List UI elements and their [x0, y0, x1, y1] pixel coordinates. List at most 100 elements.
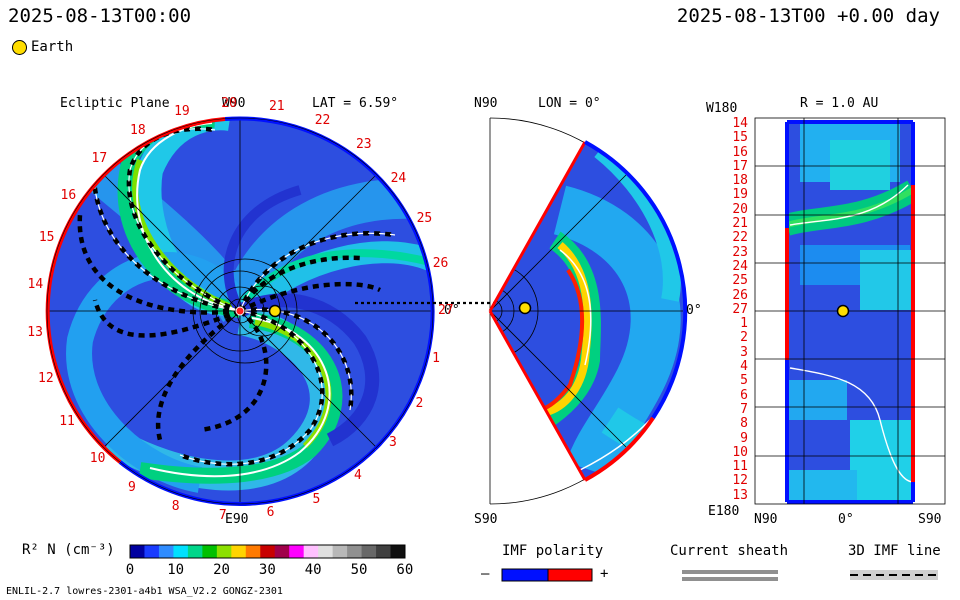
- radial-x-mid: 0°: [838, 512, 854, 527]
- colorbar-swatch: [202, 545, 218, 558]
- colorbar-swatch: [347, 545, 363, 558]
- rim-number: 3: [389, 435, 397, 451]
- header-time-right: 2025-08-13T00 +0.00 day: [676, 5, 940, 27]
- radial-title: R = 1.0 AU: [800, 96, 879, 111]
- rim-number: 26: [432, 255, 449, 271]
- header-time-left: 2025-08-13T00:00: [8, 5, 192, 27]
- radial-row-label: 11: [732, 459, 748, 475]
- colorbar-tick: 60: [396, 562, 414, 578]
- rim-number: 9: [127, 479, 136, 495]
- radial-row-label: 1: [740, 316, 748, 332]
- colorbar-swatch: [130, 545, 145, 558]
- radial-bottom-label: E180: [708, 504, 740, 519]
- rim-number: 18: [130, 123, 146, 138]
- rim-number: 10: [89, 451, 106, 466]
- current-sheath-legend: [682, 570, 778, 581]
- ecliptic-bottom-label: E90: [225, 512, 249, 527]
- meridional-plane: [488, 117, 688, 505]
- colorbar-swatch: [158, 545, 174, 558]
- colorbar-swatch: [245, 545, 261, 558]
- earth-legend-marker: [12, 40, 27, 55]
- meridional-top-label: N90: [474, 96, 498, 111]
- colorbar-tick: 0: [125, 562, 135, 578]
- radial-row-label: 17: [732, 158, 748, 174]
- rim-number: 8: [171, 498, 180, 514]
- imf-polarity-title: IMF polarity: [502, 543, 604, 559]
- rim-number: 23: [355, 137, 372, 153]
- colorbar-swatch: [231, 545, 247, 558]
- earth-marker-radial: [836, 304, 850, 318]
- colorbar-swatch: [361, 545, 377, 558]
- radial-row-label: 13: [732, 487, 748, 503]
- rim-number: 2: [415, 395, 424, 411]
- ecliptic-title: Ecliptic Plane: [60, 96, 170, 111]
- imf-polarity-legend: [501, 568, 593, 582]
- radial-row-label: 5: [740, 373, 748, 389]
- rim-number: 19: [174, 104, 190, 120]
- ecliptic-lat-label: LAT = 6.59°: [312, 96, 399, 111]
- imf-line-legend: [850, 570, 938, 580]
- colorbar-swatch: [260, 545, 276, 558]
- colorbar-tick: 50: [350, 562, 368, 578]
- colorbar-tick: 20: [213, 562, 230, 578]
- rim-number: 13: [27, 324, 43, 340]
- earth-legend-label: Earth: [31, 39, 74, 55]
- footer-model: ENLIL-2.7 lowres-2301-a4b1 WSA_V2.2 GONG…: [6, 586, 283, 597]
- radial-row-label: 23: [732, 244, 748, 260]
- meridional-lon-label: LON = 0°: [538, 96, 601, 111]
- radial-row-label: 16: [732, 144, 748, 160]
- colorbar-swatch: [390, 545, 406, 558]
- colorbar-tick: 40: [304, 562, 322, 578]
- imf-polarity-minus: –: [481, 566, 490, 582]
- rim-number: 15: [38, 230, 55, 246]
- rim-number: 4: [354, 467, 362, 483]
- colorbar-label: R² N (cm⁻³): [22, 542, 115, 558]
- radial-row-label: 6: [740, 387, 748, 403]
- radial-row-label: 27: [732, 301, 748, 317]
- radial-shell: [754, 117, 946, 505]
- rim-number: 24: [390, 170, 407, 186]
- rim-number: 12: [38, 371, 54, 387]
- radial-row-label: 24: [732, 258, 748, 274]
- colorbar-tick: 10: [167, 562, 185, 578]
- current-sheath-title: Current sheath: [670, 543, 789, 559]
- rim-number: 27: [437, 303, 454, 319]
- radial-row-label: 15: [732, 130, 748, 146]
- radial-row-label: 21: [732, 216, 748, 232]
- rim-number: 21: [268, 99, 285, 115]
- radial-row-label: 8: [740, 416, 748, 432]
- rim-number: 6: [266, 505, 275, 521]
- radial-row-label: 19: [732, 187, 748, 203]
- radial-row-label: 26: [732, 287, 748, 303]
- rim-number: 5: [312, 491, 321, 507]
- radial-row-label: 3: [740, 344, 748, 360]
- ecliptic-right-label: 0°: [444, 303, 460, 318]
- radial-row-label: 10: [732, 444, 748, 460]
- rim-number: 20: [221, 96, 237, 112]
- radial-top-label: W180: [706, 101, 738, 116]
- radial-row-label: 22: [732, 230, 748, 246]
- radial-row-label: 7: [740, 401, 748, 417]
- radial-row-label: 9: [740, 430, 748, 446]
- ecliptic-top-label: W90: [222, 96, 246, 111]
- rim-number: 25: [416, 210, 433, 226]
- colorbar-swatch: [187, 545, 203, 558]
- colorbar-swatch: [376, 545, 392, 558]
- radial-x-left: N90: [754, 512, 778, 527]
- radial-row-label: 4: [740, 359, 748, 375]
- colorbar-swatch: [289, 545, 305, 558]
- rim-number: 14: [27, 276, 44, 292]
- colorbar-swatch: [173, 545, 189, 558]
- rim-number: 7: [218, 507, 227, 523]
- radial-x-right: S90: [918, 512, 942, 527]
- meridional-right-label: 0°: [686, 303, 702, 318]
- meridional-bottom-label: S90: [474, 512, 498, 527]
- colorbar-swatch: [303, 545, 319, 558]
- radial-row-label: 25: [732, 273, 748, 289]
- rim-number: 16: [60, 187, 77, 203]
- earth-marker-ecliptic: [268, 304, 282, 318]
- colorbar: [130, 545, 406, 558]
- rim-number: 11: [59, 414, 75, 430]
- rim-number: 22: [314, 113, 331, 129]
